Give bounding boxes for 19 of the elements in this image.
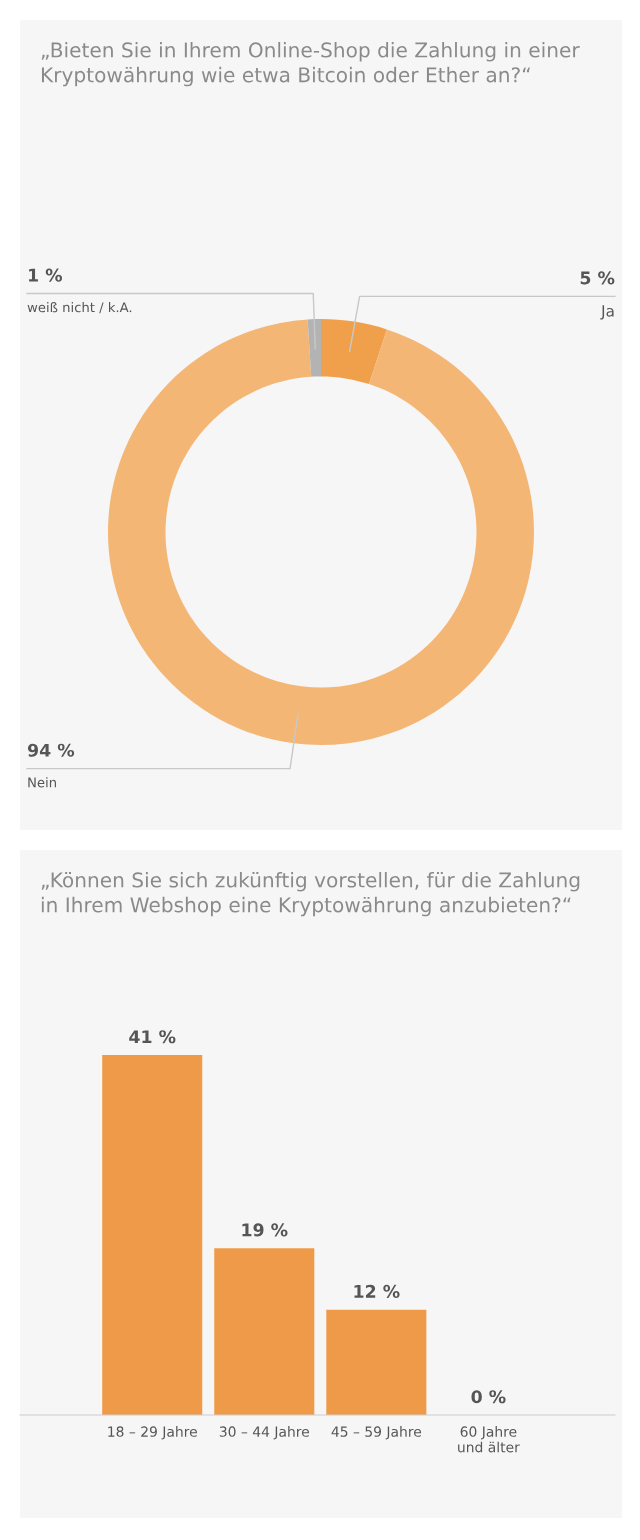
donut-slice bbox=[307, 319, 321, 377]
data-label: 19 % bbox=[242, 1223, 288, 1237]
x-tick-label: 60 Jahre und älter bbox=[458, 1426, 520, 1453]
x-tick-label: 18 – 29 Jahre bbox=[108, 1426, 197, 1440]
data-label: 12 % bbox=[354, 1284, 400, 1298]
slice-label: Nein bbox=[28, 777, 56, 788]
donut-slice bbox=[108, 319, 534, 745]
donut-slice bbox=[321, 319, 387, 385]
data-label: 94 % bbox=[27, 743, 75, 757]
data-label: 0 % bbox=[471, 1390, 506, 1404]
slice-label: Ja bbox=[600, 305, 614, 320]
x-tick-label: 30 – 44 Jahre bbox=[219, 1426, 309, 1440]
data-label: 41 % bbox=[129, 1030, 176, 1044]
x-tick-label: 45 – 59 Jahre bbox=[331, 1426, 422, 1440]
chart-title: „Können Sie sich zukünftig vorstellen, für die Zahlung in Ihrem Webshop eine Kryptowährung anzubieten?“ bbox=[41, 872, 580, 917]
chart-title: „Bieten Sie in Ihrem Online-Shop die Zahlung in einer Kryptowährung wie etwa Bitcoin oder Ether an?“ bbox=[41, 42, 580, 87]
data-label: 1 % bbox=[29, 268, 63, 282]
data-label: 5 % bbox=[580, 271, 615, 285]
slice-label: weiß nicht / k.A. bbox=[27, 302, 132, 314]
